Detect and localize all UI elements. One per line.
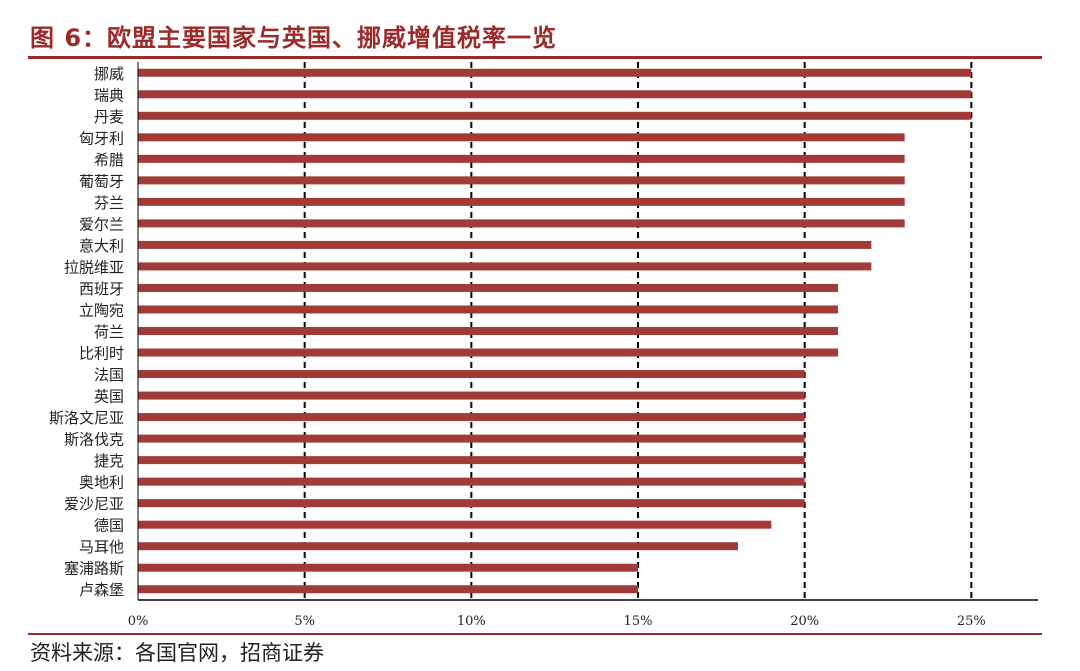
bar-11 [138,305,838,314]
category-label-24: 卢森堡 [79,581,124,599]
bar-22 [138,542,738,551]
category-label-0: 挪威 [94,65,124,83]
bar-13 [138,348,838,357]
category-label-11: 立陶宛 [79,301,124,319]
bar-19 [138,477,805,486]
bar-18 [138,456,805,465]
bar-8 [138,240,872,249]
bar-9 [138,262,872,271]
bar-24 [138,585,638,594]
title-rule [28,56,1042,59]
category-label-7: 爱尔兰 [79,215,124,233]
x-tick-label-3: 15% [624,614,653,629]
bar-17 [138,434,805,443]
bar-23 [138,563,638,572]
bar-4 [138,154,905,163]
bar-20 [138,499,805,508]
category-label-8: 意大利 [79,237,124,255]
source-note: 资料来源：各国官网，招商证券 [30,641,324,665]
bottom-rule [28,633,1042,635]
x-tick-label-0: 0% [128,614,149,629]
category-label-6: 芬兰 [94,194,124,212]
bar-21 [138,520,772,529]
category-label-12: 荷兰 [94,323,124,341]
category-label-13: 比利时 [79,345,124,363]
bar-10 [138,283,838,292]
category-label-21: 德国 [94,517,124,535]
x-tick-label-1: 5% [294,614,315,629]
x-tick-label-4: 20% [790,614,819,629]
category-label-23: 塞浦路斯 [64,560,124,578]
bar-1 [138,90,972,99]
category-label-9: 拉脱维亚 [64,258,124,276]
category-label-2: 丹麦 [94,108,124,126]
category-label-1: 瑞典 [94,86,124,104]
bar-7 [138,219,905,228]
figure-title: 图 6：欧盟主要国家与英国、挪威增值税率一览 [30,24,558,52]
x-tick-label-2: 10% [457,614,486,629]
category-label-16: 斯洛文尼亚 [49,409,124,427]
category-label-3: 匈牙利 [79,129,124,147]
bar-3 [138,133,905,142]
category-label-18: 捷克 [94,452,124,470]
bar-2 [138,111,972,120]
bar-0 [138,68,972,77]
category-label-19: 奥地利 [79,474,124,492]
bar-6 [138,197,905,206]
bar-14 [138,370,805,379]
category-label-20: 爱沙尼亚 [64,495,124,513]
bar-12 [138,327,838,335]
category-label-14: 法国 [94,366,124,384]
category-label-17: 斯洛伐克 [64,431,124,449]
category-label-4: 希腊 [94,151,124,169]
bar-15 [138,391,805,400]
category-label-5: 葡萄牙 [79,172,124,190]
category-label-15: 英国 [94,388,124,406]
bar-5 [138,176,905,185]
bar-16 [138,413,805,422]
x-tick-label-5: 25% [957,614,986,629]
category-label-22: 马耳他 [79,538,124,556]
category-label-10: 西班牙 [79,280,124,298]
